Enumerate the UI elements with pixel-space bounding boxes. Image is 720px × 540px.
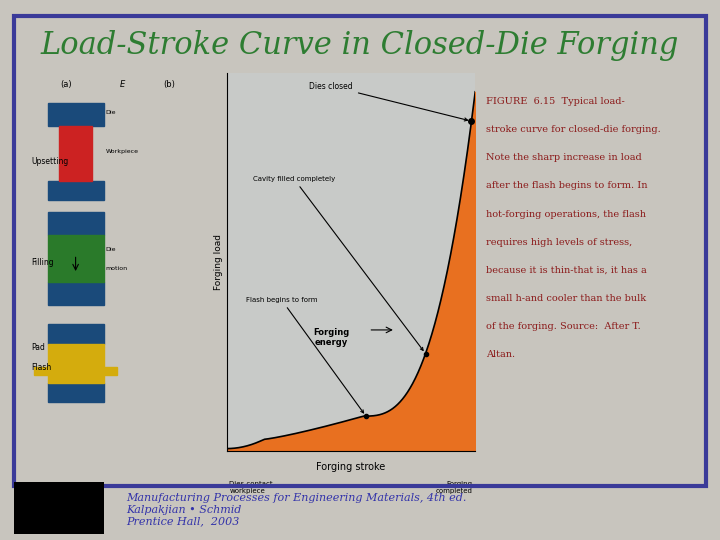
Text: (a): (a) bbox=[60, 80, 72, 89]
Polygon shape bbox=[48, 235, 104, 282]
Polygon shape bbox=[48, 282, 104, 305]
Polygon shape bbox=[48, 103, 104, 126]
Text: Forging
energy: Forging energy bbox=[313, 328, 349, 347]
Text: Cavity filled completely: Cavity filled completely bbox=[253, 176, 423, 350]
Text: Prentice Hall,  2003: Prentice Hall, 2003 bbox=[126, 516, 239, 526]
Polygon shape bbox=[48, 325, 104, 344]
Text: FIGURE  6.15  Typical load-: FIGURE 6.15 Typical load- bbox=[486, 97, 625, 106]
Y-axis label: Forging load: Forging load bbox=[214, 234, 222, 290]
Text: Altan.: Altan. bbox=[486, 350, 515, 359]
Text: Flash: Flash bbox=[32, 363, 52, 372]
Text: Note the sharp increase in load: Note the sharp increase in load bbox=[486, 153, 642, 163]
Text: Pad: Pad bbox=[32, 343, 45, 352]
Text: of the forging. Source:  After T.: of the forging. Source: After T. bbox=[486, 322, 641, 331]
Polygon shape bbox=[48, 383, 104, 402]
Text: Dies closed: Dies closed bbox=[310, 82, 467, 121]
Text: Flash begins to form: Flash begins to form bbox=[246, 296, 364, 413]
Polygon shape bbox=[48, 212, 104, 235]
Polygon shape bbox=[59, 126, 92, 180]
Text: Workpiece: Workpiece bbox=[106, 150, 138, 154]
Text: Die: Die bbox=[106, 111, 116, 116]
Text: Filling: Filling bbox=[32, 258, 54, 267]
Text: because it is thin-that is, it has a: because it is thin-that is, it has a bbox=[486, 266, 647, 275]
Text: requires high levels of stress,: requires high levels of stress, bbox=[486, 238, 632, 247]
Text: Manufacturing Processes for Engineering Materials, 4th ed.: Manufacturing Processes for Engineering … bbox=[126, 494, 467, 503]
Text: hot-forging operations, the flash: hot-forging operations, the flash bbox=[486, 210, 646, 219]
Text: after the flash begins to form. In: after the flash begins to form. In bbox=[486, 181, 647, 191]
Text: small h-and cooler than the bulk: small h-and cooler than the bulk bbox=[486, 294, 646, 303]
Polygon shape bbox=[48, 180, 104, 200]
Polygon shape bbox=[104, 367, 117, 375]
Polygon shape bbox=[35, 367, 48, 375]
Text: motion: motion bbox=[106, 266, 127, 271]
Text: Dies contact
workpiece: Dies contact workpiece bbox=[229, 481, 273, 494]
Polygon shape bbox=[48, 344, 104, 383]
Text: (b): (b) bbox=[163, 80, 175, 89]
Text: Die: Die bbox=[106, 247, 116, 252]
Text: Kalpakjian • Schmid: Kalpakjian • Schmid bbox=[126, 505, 241, 515]
Text: stroke curve for closed-die forging.: stroke curve for closed-die forging. bbox=[486, 125, 661, 134]
Text: Upsetting: Upsetting bbox=[32, 157, 69, 166]
Text: E: E bbox=[120, 80, 125, 89]
Text: Load-Stroke Curve in Closed-Die Forging: Load-Stroke Curve in Closed-Die Forging bbox=[41, 30, 679, 62]
X-axis label: Forging stroke: Forging stroke bbox=[316, 462, 386, 472]
Text: Forging
completed: Forging completed bbox=[436, 481, 473, 494]
